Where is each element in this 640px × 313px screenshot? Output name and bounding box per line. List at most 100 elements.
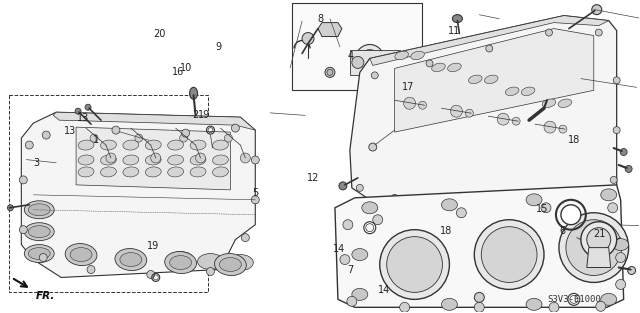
Text: 19: 19 (198, 110, 210, 121)
Ellipse shape (28, 204, 50, 216)
Text: 3: 3 (33, 158, 40, 168)
Ellipse shape (198, 254, 223, 269)
Circle shape (380, 230, 449, 299)
Ellipse shape (28, 248, 50, 259)
Ellipse shape (123, 140, 139, 150)
Text: 8: 8 (317, 14, 323, 24)
Text: S3V3-E1000: S3V3-E1000 (547, 295, 601, 304)
Text: 14: 14 (333, 244, 345, 254)
Circle shape (85, 104, 91, 110)
Circle shape (39, 254, 47, 262)
Circle shape (541, 203, 551, 213)
Circle shape (474, 292, 484, 302)
Circle shape (347, 296, 357, 306)
Circle shape (419, 101, 426, 109)
Circle shape (486, 196, 493, 203)
Ellipse shape (352, 249, 368, 260)
Ellipse shape (100, 155, 116, 165)
Ellipse shape (220, 258, 241, 271)
Ellipse shape (100, 167, 116, 177)
Circle shape (135, 134, 143, 142)
Circle shape (196, 153, 205, 163)
Ellipse shape (362, 202, 378, 214)
Text: 11: 11 (447, 26, 460, 36)
Circle shape (566, 220, 621, 275)
Ellipse shape (123, 155, 139, 165)
Polygon shape (395, 28, 594, 132)
Ellipse shape (521, 87, 535, 95)
Circle shape (90, 134, 98, 142)
Circle shape (26, 141, 33, 149)
Circle shape (620, 149, 627, 156)
Circle shape (241, 153, 250, 163)
Ellipse shape (164, 252, 196, 274)
Ellipse shape (190, 167, 206, 177)
Ellipse shape (123, 167, 139, 177)
Ellipse shape (65, 244, 97, 265)
Circle shape (151, 153, 161, 163)
Ellipse shape (168, 155, 184, 165)
Circle shape (474, 302, 484, 312)
Circle shape (19, 226, 28, 234)
Text: 9: 9 (215, 42, 221, 52)
Circle shape (42, 131, 50, 139)
Ellipse shape (447, 63, 461, 72)
Ellipse shape (28, 226, 50, 238)
Ellipse shape (484, 75, 498, 84)
Text: 13: 13 (64, 126, 76, 136)
Ellipse shape (24, 201, 54, 219)
Circle shape (465, 109, 474, 117)
Circle shape (399, 302, 410, 312)
Ellipse shape (612, 239, 628, 251)
Ellipse shape (100, 140, 116, 150)
Circle shape (481, 227, 537, 282)
Polygon shape (335, 185, 623, 307)
Circle shape (596, 301, 605, 311)
Text: 14: 14 (378, 285, 390, 295)
Ellipse shape (395, 51, 408, 60)
Circle shape (112, 126, 120, 134)
Circle shape (628, 266, 636, 275)
Circle shape (252, 196, 259, 204)
Text: 5: 5 (252, 188, 258, 198)
Ellipse shape (526, 298, 542, 310)
Ellipse shape (168, 167, 184, 177)
Ellipse shape (145, 155, 161, 165)
Polygon shape (21, 112, 255, 277)
Circle shape (252, 156, 259, 164)
Circle shape (87, 265, 95, 274)
Ellipse shape (168, 252, 193, 268)
Circle shape (512, 117, 520, 125)
Polygon shape (587, 248, 611, 268)
Ellipse shape (190, 155, 206, 165)
Ellipse shape (212, 155, 228, 165)
Text: 20: 20 (153, 29, 166, 39)
Ellipse shape (78, 140, 94, 150)
Circle shape (225, 134, 232, 142)
Circle shape (387, 56, 399, 69)
Circle shape (8, 205, 13, 211)
Circle shape (474, 220, 544, 290)
Circle shape (387, 237, 442, 292)
Circle shape (369, 143, 377, 151)
Bar (10, 95, 209, 292)
Circle shape (180, 134, 188, 142)
Ellipse shape (356, 44, 384, 72)
Text: FR.: FR. (36, 291, 56, 301)
Ellipse shape (24, 244, 54, 263)
Circle shape (391, 194, 398, 201)
Circle shape (372, 215, 383, 225)
Ellipse shape (411, 51, 424, 60)
Ellipse shape (526, 194, 542, 206)
Circle shape (404, 97, 415, 109)
Ellipse shape (558, 99, 572, 107)
Ellipse shape (145, 167, 161, 177)
Circle shape (451, 105, 462, 117)
Circle shape (241, 234, 250, 242)
Circle shape (559, 125, 567, 133)
Ellipse shape (190, 140, 206, 150)
Text: 21: 21 (593, 229, 605, 239)
Circle shape (581, 222, 617, 258)
Text: 17: 17 (402, 82, 414, 92)
Ellipse shape (227, 254, 253, 270)
